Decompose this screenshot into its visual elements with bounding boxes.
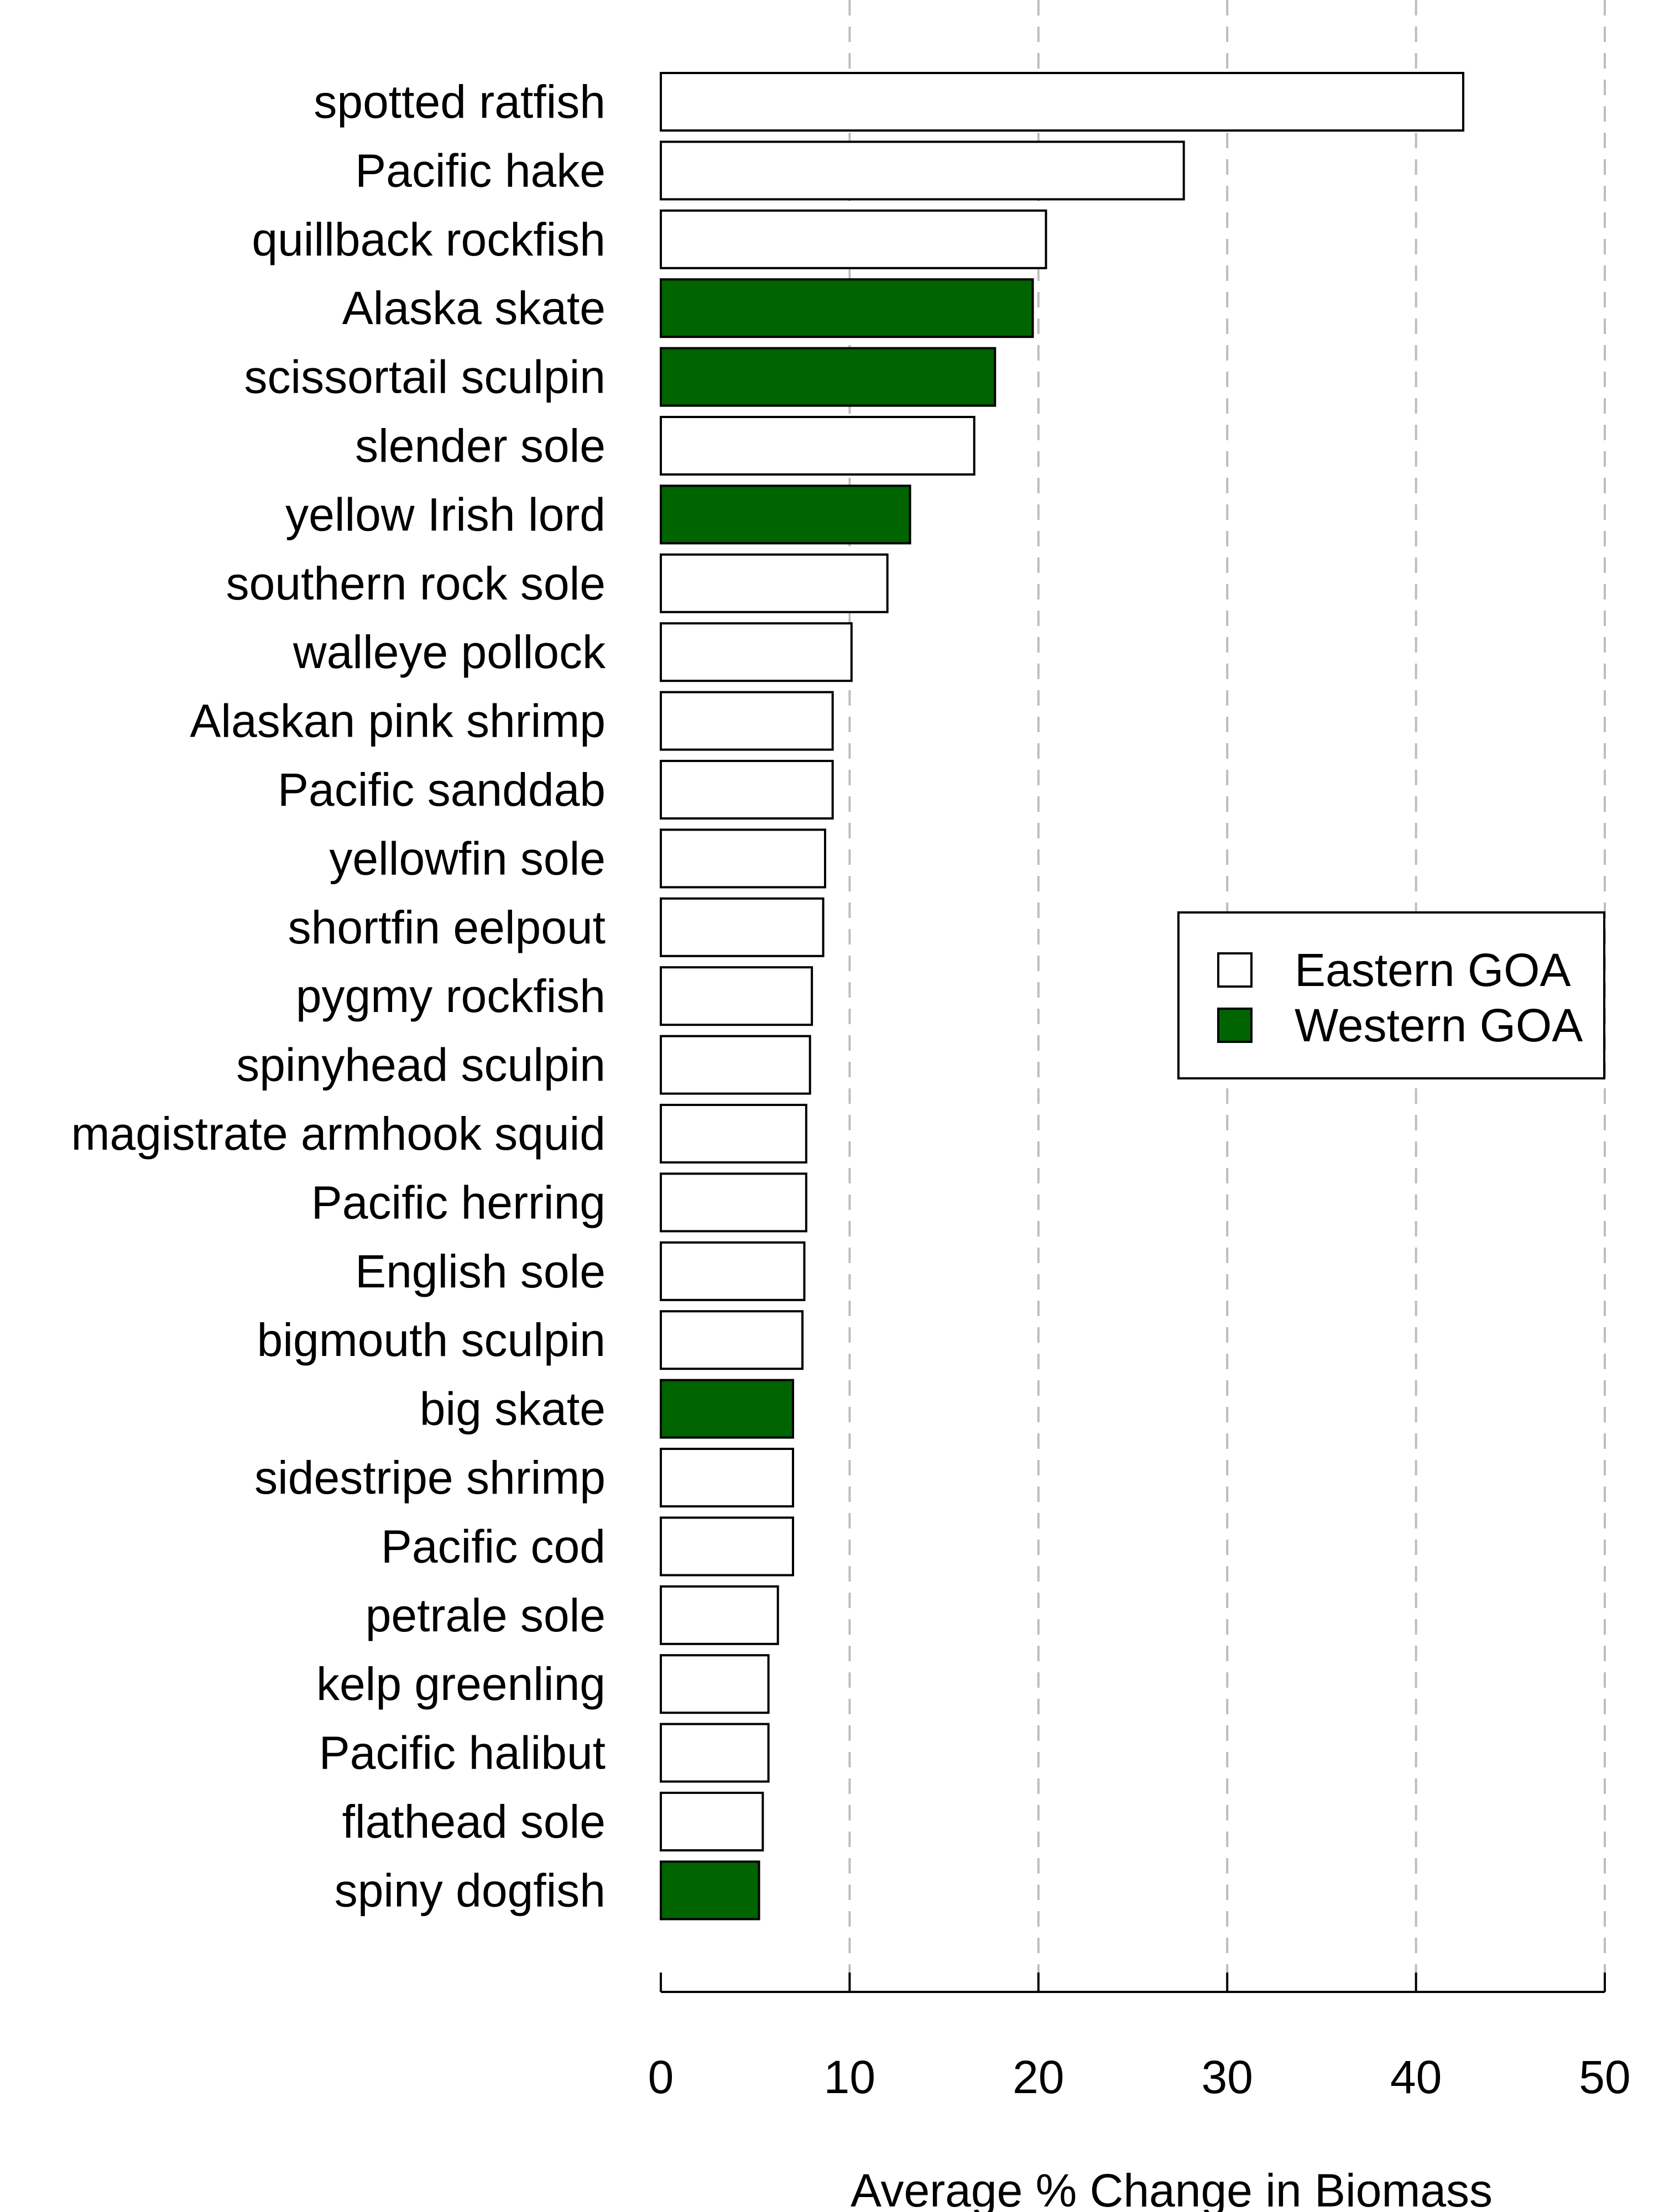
bar [660,553,889,613]
x-tick-label: 40 [1390,2051,1442,2103]
category-label: Alaskan pink shrimp [190,695,606,747]
bar [660,1654,770,1714]
legend-label: Eastern GOA [1295,944,1571,996]
category-label: Alaska skate [342,282,606,334]
bar [660,966,813,1026]
category-label: spiny dogfish [335,1864,606,1916]
category-label: yellow Irish lord [285,488,606,540]
x-tick-label: 30 [1201,2051,1253,2103]
category-label: slender sole [355,420,606,472]
x-tick-label: 50 [1579,2051,1630,2103]
bar [660,484,911,545]
bar [660,1379,794,1439]
category-label: Pacific cod [381,1520,606,1572]
category-label: scissortail sculpin [244,351,606,403]
category-label: flathead sole [342,1796,606,1848]
bar [660,1172,807,1233]
category-label: Pacific sanddab [278,764,606,816]
bar [660,1310,804,1370]
category-label: magistrate armhook squid [71,1108,606,1160]
bar [660,209,1047,269]
x-tick-label: 0 [648,2051,674,2103]
category-label: spinyhead sculpin [236,1039,606,1091]
category-label: English sole [355,1245,606,1297]
bar [660,1792,764,1851]
category-label: pygmy rockfish [296,970,606,1022]
bar [660,1585,779,1645]
x-tick-label: 20 [1013,2051,1064,2103]
category-label: yellowfin sole [329,832,606,884]
legend-label: Western GOA [1295,999,1583,1051]
category-label: walleye pollock [293,626,606,678]
bar [660,278,1034,338]
legend-box [1177,911,1605,1079]
category-label: southern rock sole [226,557,606,609]
bar [660,72,1464,132]
x-tick-label: 10 [824,2051,875,2103]
bar [660,347,997,407]
category-label: sidestripe shrimp [254,1452,606,1504]
bar [660,1241,806,1301]
bar [660,1448,794,1507]
legend-swatch [1217,1008,1253,1043]
category-label: petrale sole [366,1589,606,1641]
bar [660,416,975,476]
bar [660,760,834,820]
category-label: spotted ratfish [314,76,606,128]
bar [660,1035,811,1095]
category-label: Pacific herring [311,1176,606,1228]
category-label: shortfin eelpout [288,901,606,953]
category-label: Pacific hake [355,144,606,196]
bar [660,897,825,957]
bar [660,828,827,889]
bars [660,72,1464,1921]
category-label: bigmouth sculpin [257,1314,606,1366]
bar [660,691,834,751]
bar [660,1723,770,1783]
category-label: quillback rockfish [252,213,606,265]
category-label: kelp greenling [316,1658,606,1710]
category-labels: spotted ratfish Pacific hake quillback roc… [71,76,606,1916]
legend-swatch [1217,952,1253,988]
category-label: big skate [420,1383,606,1435]
x-axis-title: Average % Change in Biomass [851,2164,1493,2212]
bar [660,1516,794,1577]
bar [660,140,1185,201]
x-axis: 0 10 20 30 40 50 [648,1973,1631,2103]
bar [660,622,853,682]
category-label: Pacific halibut [319,1727,606,1779]
bar [660,1860,760,1921]
bar [660,1104,807,1164]
